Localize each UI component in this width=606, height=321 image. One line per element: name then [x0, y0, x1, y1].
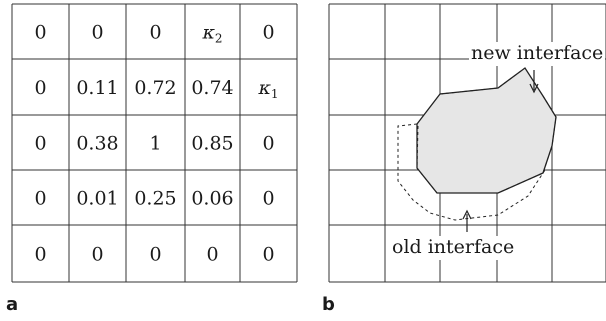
- grid-cell-value: 1: [149, 133, 161, 155]
- grid-cell-value: 0.01: [76, 188, 118, 210]
- grid-cell-value: 0: [34, 188, 46, 210]
- grid-cell-value: 0: [149, 244, 161, 266]
- grid-cell-value: 0: [262, 188, 274, 210]
- new-interface-label-bg: [469, 42, 605, 66]
- grid-cell-value: 0: [262, 133, 274, 155]
- grid-cell-value: 0: [91, 22, 103, 44]
- grid-cell-value: 0: [34, 77, 46, 99]
- old-interface-label: old interface: [392, 236, 514, 258]
- grid-cell-value: κ2: [201, 22, 222, 46]
- grid-cell-value: 0.25: [134, 188, 176, 210]
- grid-cell-value: κ1: [257, 77, 278, 101]
- panel-label-a: a: [6, 294, 19, 315]
- grid-lines: [11, 3, 298, 283]
- old-interface-arrow-head: [462, 209, 472, 220]
- grid-cell-value: 0.72: [134, 77, 176, 99]
- grid-cell-value: 0.06: [191, 188, 233, 210]
- grid-cell-value: 0.11: [76, 77, 118, 99]
- grid-cell-value: 0.85: [191, 133, 233, 155]
- grid-cell-value: 0: [34, 22, 46, 44]
- grid-cell-value: 0: [34, 244, 46, 266]
- grid-cell-value: 0: [34, 133, 46, 155]
- grid-cell-value: 0.74: [191, 77, 233, 99]
- old-interface-dashed-outline-lower: [397, 123, 546, 221]
- grid-cell-value: 0.38: [76, 133, 118, 155]
- new-interface-label: new interface: [471, 42, 603, 64]
- old-interface-dashed-outline-upper: [439, 67, 526, 95]
- grid-cell-value: 0: [262, 22, 274, 44]
- grid-cell-value: 0: [262, 244, 274, 266]
- old-interface-label-bg: [390, 236, 532, 260]
- new-interface-arrow-head: [529, 83, 539, 94]
- new-interface-polygon: [416, 67, 557, 194]
- grid-cell-value: 0: [206, 244, 218, 266]
- grid-values: 0 0 0 κ2 0 0 0.11 0.72 0.74 κ1 0 0.38 1 0.85 0 0 0.01 0.2…: [34, 22, 278, 266]
- grid-cell-value: 0: [149, 22, 161, 44]
- grid-cell-value: 0: [91, 244, 103, 266]
- panel-label-b: b: [322, 294, 335, 315]
